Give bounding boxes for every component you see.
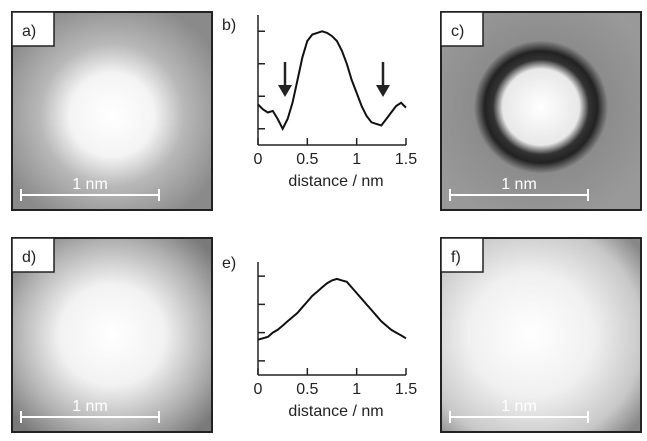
x-tick-label: 1 — [352, 381, 361, 398]
panel-label: e) — [222, 255, 236, 272]
panel-label: b) — [222, 17, 236, 34]
panel-label: a) — [22, 23, 36, 40]
label-box — [440, 237, 484, 273]
scale-bar-label: 1 nm — [72, 176, 108, 193]
arrow-head — [376, 85, 390, 97]
panel-label: c) — [451, 23, 464, 40]
scale-bar-label: 1 nm — [72, 398, 108, 415]
x-tick-label: 1.5 — [395, 151, 417, 168]
label-box — [440, 11, 484, 47]
label-box — [11, 237, 55, 273]
x-axis-label: distance / nm — [288, 403, 383, 420]
x-tick-label: 0 — [254, 381, 263, 398]
x-tick-label: 1 — [352, 151, 361, 168]
image-panel — [440, 237, 642, 433]
label-box — [11, 11, 55, 47]
x-tick-label: 0.5 — [296, 151, 318, 168]
x-tick-label: 1.5 — [395, 381, 417, 398]
x-tick-label: 0 — [254, 151, 263, 168]
x-axis-label: distance / nm — [288, 173, 383, 190]
arrow-head — [278, 85, 292, 97]
scale-bar-label: 1 nm — [501, 176, 537, 193]
profile-line — [257, 277, 407, 341]
profile-line — [257, 30, 407, 132]
panel-label: f) — [451, 249, 461, 266]
x-tick-label: 0.5 — [296, 381, 318, 398]
panel-label: d) — [22, 249, 36, 266]
scale-bar-label: 1 nm — [501, 398, 537, 415]
